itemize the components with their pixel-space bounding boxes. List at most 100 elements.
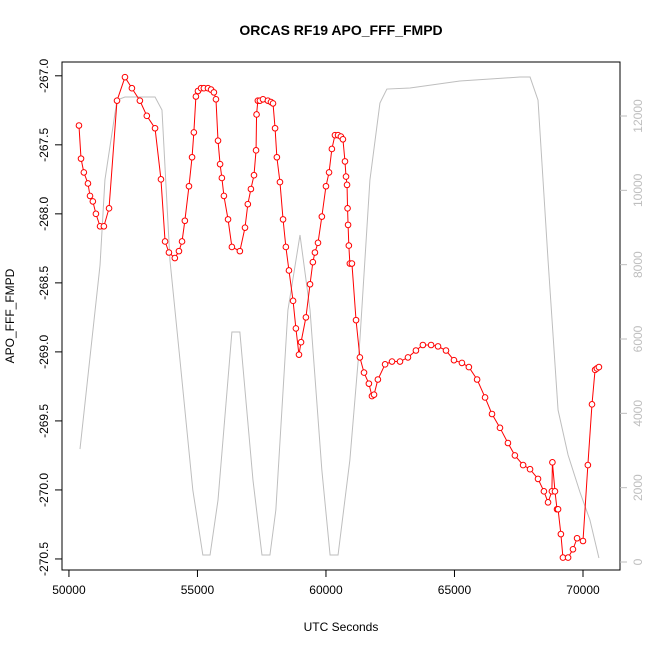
data-point xyxy=(271,124,279,132)
data-point xyxy=(348,260,356,267)
y2-tick-label: 6000 xyxy=(631,325,645,352)
data-point xyxy=(77,155,85,162)
data-point xyxy=(241,224,249,231)
data-point xyxy=(473,376,481,383)
data-point xyxy=(318,213,326,220)
data-point xyxy=(554,505,562,513)
data-point xyxy=(341,158,349,165)
data-point xyxy=(511,452,519,459)
data-point xyxy=(579,537,587,545)
data-point xyxy=(442,347,450,354)
data-point xyxy=(92,210,100,218)
data-point xyxy=(544,499,552,506)
data-point xyxy=(540,488,548,495)
data-point xyxy=(396,358,404,365)
data-point xyxy=(504,439,512,447)
data-point xyxy=(282,243,290,251)
x-tick-label: 55000 xyxy=(181,583,215,597)
data-point xyxy=(322,182,330,190)
y-tick-label: -268.0 xyxy=(37,197,51,231)
y-axis-label: APO_FFF_FMPD xyxy=(3,268,17,363)
data-point xyxy=(342,173,350,180)
data-point xyxy=(496,424,504,432)
data-point xyxy=(86,192,94,200)
data-point xyxy=(374,376,382,383)
y-tick-label: -270.0 xyxy=(37,473,51,507)
data-point xyxy=(458,359,466,367)
data-point xyxy=(534,475,542,483)
data-point xyxy=(171,254,179,262)
data-point xyxy=(89,198,97,205)
data-point xyxy=(309,258,317,266)
data-point xyxy=(165,249,173,256)
y2-tick-label: 2000 xyxy=(631,474,645,501)
series-line xyxy=(78,76,600,559)
data-point xyxy=(273,153,281,161)
data-point xyxy=(573,534,581,542)
data-point xyxy=(212,95,220,103)
data-point xyxy=(551,488,559,495)
data-point xyxy=(289,297,297,305)
y2-tick-label: 4000 xyxy=(631,400,645,427)
data-point xyxy=(584,461,592,469)
data-point xyxy=(128,84,136,92)
x-axis-label: UTC Seconds xyxy=(304,620,379,634)
data-point xyxy=(75,122,83,129)
y-tick-label: -269.0 xyxy=(37,335,51,369)
data-point xyxy=(306,280,314,288)
data-point xyxy=(161,238,169,245)
data-point xyxy=(588,401,596,408)
data-point xyxy=(157,176,165,183)
data-point xyxy=(344,221,352,229)
data-point xyxy=(190,129,198,136)
data-point xyxy=(175,247,183,255)
data-point xyxy=(339,136,347,143)
data-point xyxy=(292,325,300,332)
data-point xyxy=(252,147,260,154)
data-point xyxy=(151,124,159,132)
data-point xyxy=(250,171,258,179)
series-line xyxy=(79,76,600,559)
data-point xyxy=(136,97,144,104)
data-point xyxy=(253,111,260,118)
data-point xyxy=(216,160,224,168)
data-point xyxy=(214,137,222,144)
data-point xyxy=(192,93,200,100)
data-point xyxy=(276,178,284,186)
data-point xyxy=(325,169,333,176)
data-point xyxy=(412,347,420,354)
data-point xyxy=(100,222,108,230)
data-point xyxy=(84,180,92,187)
data-point xyxy=(80,169,88,176)
data-point xyxy=(295,351,303,358)
data-point xyxy=(465,363,473,371)
y-tick-label: -270.5 xyxy=(37,542,51,576)
data-point xyxy=(549,459,556,466)
data-point xyxy=(302,314,310,321)
data-point xyxy=(427,341,435,349)
data-point xyxy=(105,205,113,212)
data-point xyxy=(365,380,373,387)
data-point xyxy=(434,343,442,350)
data-point xyxy=(419,341,427,349)
data-point xyxy=(247,185,255,193)
data-point xyxy=(279,216,287,223)
y2-tick-label: 12000 xyxy=(631,99,645,133)
data-point xyxy=(370,391,378,398)
x-tick-label: 60000 xyxy=(309,583,343,597)
data-point xyxy=(481,394,489,401)
x-tick-label: 70000 xyxy=(566,583,600,597)
data-point xyxy=(220,192,228,200)
data-point xyxy=(113,97,121,104)
y-tick-label: -269.5 xyxy=(37,404,51,438)
data-point xyxy=(519,461,527,469)
data-point xyxy=(526,465,534,473)
data-point xyxy=(121,73,129,81)
data-point xyxy=(356,354,364,361)
data-point xyxy=(236,247,244,255)
data-point xyxy=(185,182,193,190)
data-point xyxy=(360,369,368,376)
x-tick-label: 50000 xyxy=(52,583,86,597)
data-point xyxy=(224,216,232,223)
data-point xyxy=(210,89,218,96)
